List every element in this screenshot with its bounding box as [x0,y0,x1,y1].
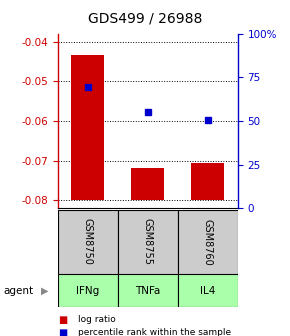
Bar [118,274,178,307]
Bar [178,210,238,274]
Text: GDS499 / 26988: GDS499 / 26988 [88,12,202,26]
Text: IFNg: IFNg [76,286,99,296]
Bar [71,55,104,200]
Bar [178,274,238,307]
Text: GSM8760: GSM8760 [203,218,213,265]
Text: ■: ■ [58,315,67,325]
Text: agent: agent [3,286,33,296]
Text: ■: ■ [58,328,67,336]
Text: ▶: ▶ [41,286,49,296]
Bar [58,274,118,307]
Bar [58,210,118,274]
Bar [191,163,224,200]
Bar [118,210,178,274]
Text: TNFa: TNFa [135,286,161,296]
Bar [131,168,164,200]
Text: GSM8750: GSM8750 [83,218,93,265]
Text: log ratio: log ratio [78,316,116,324]
Text: percentile rank within the sample: percentile rank within the sample [78,328,231,336]
Text: IL4: IL4 [200,286,215,296]
Text: GSM8755: GSM8755 [143,218,153,265]
